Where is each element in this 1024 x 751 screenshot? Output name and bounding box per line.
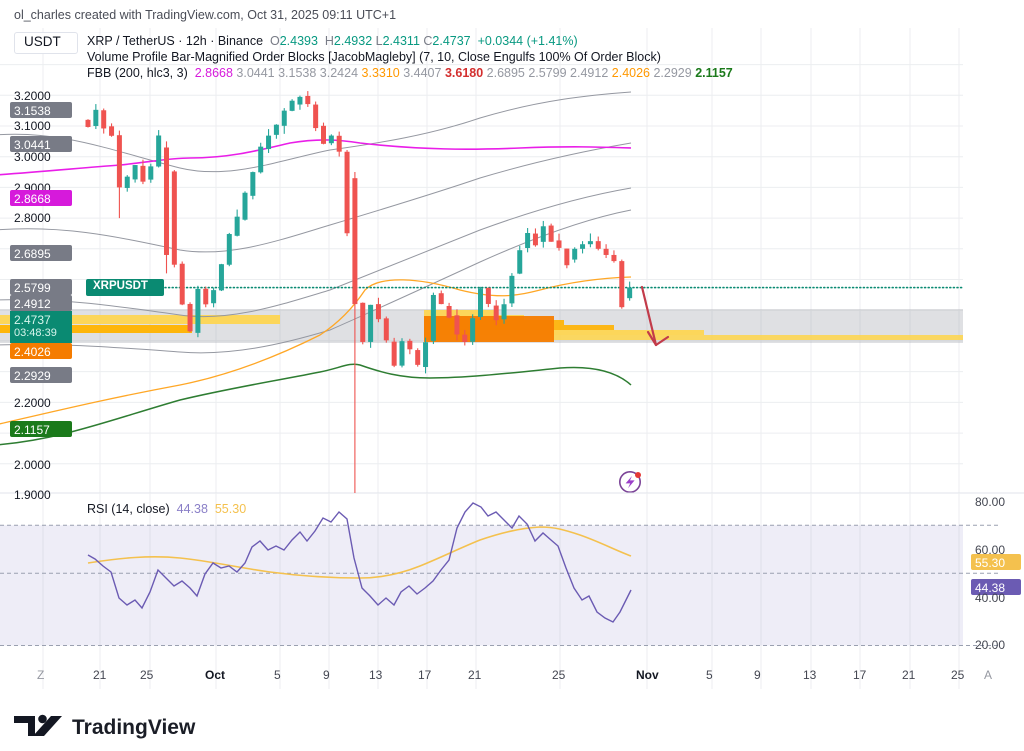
svg-text:TradingView: TradingView bbox=[72, 716, 196, 739]
